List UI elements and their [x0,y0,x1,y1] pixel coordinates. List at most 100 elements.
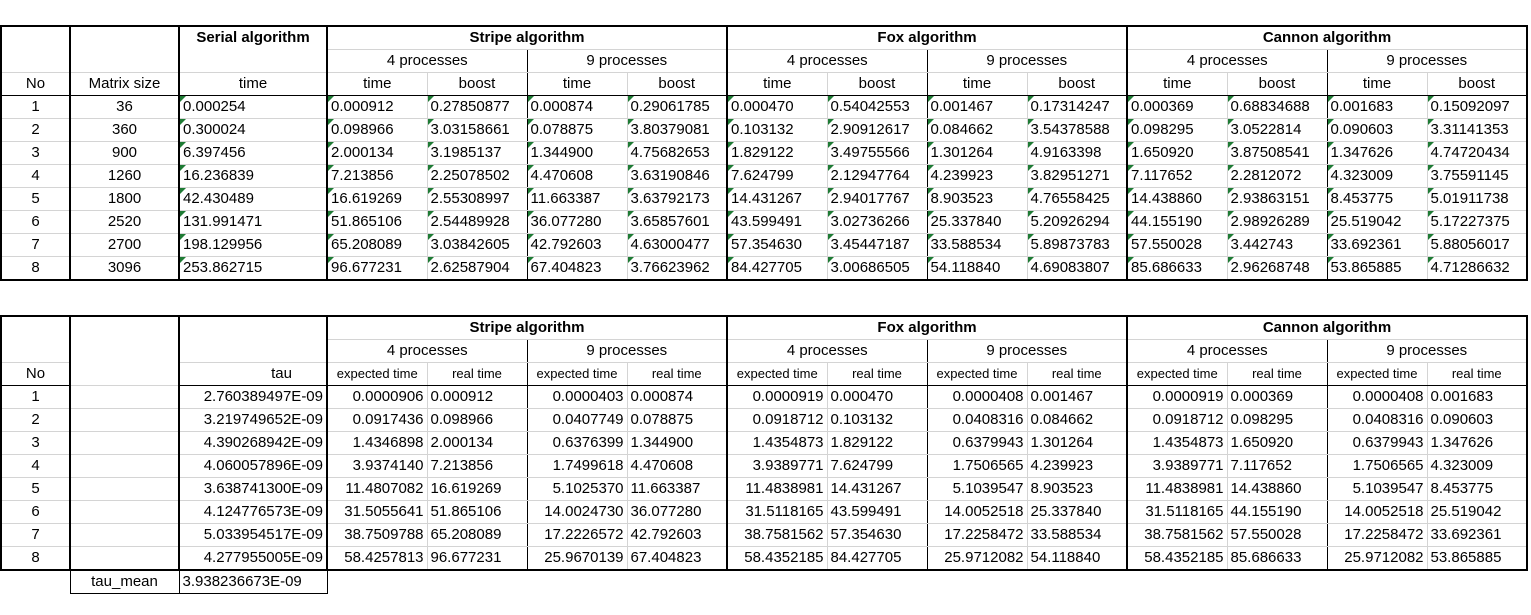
real-time-cell: 25.337840 [1027,500,1128,524]
header-cell [0,25,71,73]
value-cell: 3.1985137 [427,141,528,165]
table-row: 8 4.277955005E-09 58.4257813 96.677231 25.96… [0,546,1528,571]
real-time-cell: 4.323009 [1427,454,1528,478]
real-time-cell: 85.686633 [1227,546,1328,571]
expected-time-cell: 0.0917436 [326,408,428,432]
expected-time-cell: 14.0024730 [527,500,628,524]
expected-time-cell: 38.7581562 [727,523,828,547]
value-cell: 5.20926294 [1027,210,1128,234]
expected-time-cell: 5.1039547 [1327,477,1428,501]
value-cell: 0.098966 [326,118,428,142]
time-header: time [727,72,828,96]
no-header: No [0,72,71,96]
value-cell: 0.103132 [727,118,828,142]
header-cell [178,315,328,363]
tau-mean-label: tau_mean [69,569,180,594]
value-cell: 0.001683 [1327,95,1428,119]
value-cell: 11.663387 [527,187,628,211]
table-row: 6 2520 131.991471 51.865106 2.54489928 36.077… [0,210,1528,234]
expected-time-cell: 25.9670139 [527,546,628,571]
expected-time-cell: 11.4838981 [727,477,828,501]
tau-mean-row: tau_mean 3.938236673E-09 [1,569,1527,594]
value-cell: 0.078875 [527,118,628,142]
value-cell: 0.000874 [527,95,628,119]
tau-cell: 4.390268942E-09 [178,431,328,455]
real-time-cell: 57.354630 [827,523,928,547]
real-time-cell: 0.000369 [1227,385,1328,409]
value-cell: 3.02736266 [827,210,928,234]
stripe-9-processes-header: 9 processes [527,339,728,363]
row-number-cell: 5 [0,477,71,501]
row-number-cell: 6 [0,210,71,234]
value-cell: 0.17314247 [1027,95,1128,119]
value-cell: 57.550028 [1127,233,1228,257]
value-cell: 3.87508541 [1227,141,1328,165]
time-header: time [527,72,628,96]
value-cell: 51.865106 [326,210,428,234]
real-time-cell: 1.829122 [827,431,928,455]
empty-cell [1,570,70,594]
value-cell: 5.17227375 [1427,210,1528,234]
value-cell: 3.82951271 [1027,164,1128,188]
value-cell: 4.470608 [527,164,628,188]
expected-time-cell: 0.0000408 [1327,385,1428,409]
expected-time-cell: 14.0052518 [1327,500,1428,524]
expected-time-cell: 17.2258472 [1327,523,1428,547]
value-cell: 0.68834688 [1227,95,1328,119]
row-number-cell: 5 [0,187,71,211]
header-cell [0,315,71,363]
real-time-cell: 0.098295 [1227,408,1328,432]
value-cell: 3.442743 [1227,233,1328,257]
value-cell: 3.63190846 [627,164,728,188]
value-cell: 2.25078502 [427,164,528,188]
expected-time-cell: 0.0000919 [727,385,828,409]
value-cell: 2.54489928 [427,210,528,234]
real-time-cell: 54.118840 [1027,546,1128,571]
value-cell: 85.686633 [1127,256,1228,281]
value-cell: 54.118840 [927,256,1028,281]
real-time-cell: 25.519042 [1427,500,1528,524]
value-cell: 96.677231 [326,256,428,281]
real-time-cell: 53.865885 [1427,546,1528,571]
matrix-size-cell: 900 [69,141,180,165]
value-cell: 44.155190 [1127,210,1228,234]
value-cell: 2.2812072 [1227,164,1328,188]
expected-time-cell: 5.1025370 [527,477,628,501]
expected-time-header: expected time [927,362,1028,386]
real-time-cell: 43.599491 [827,500,928,524]
expected-time-cell: 11.4807082 [326,477,428,501]
real-time-cell: 2.000134 [427,431,528,455]
expected-time-cell: 25.9712082 [1327,546,1428,571]
fox-4-processes-header: 4 processes [727,339,928,363]
value-cell: 4.323009 [1327,164,1428,188]
tau-cell: 5.033954517E-09 [178,523,328,547]
value-cell: 0.090603 [1327,118,1428,142]
table-row: 5 1800 42.430489 16.619269 2.55308997 11.6633… [0,187,1528,211]
value-cell: 4.74720434 [1427,141,1528,165]
real-time-cell: 44.155190 [1227,500,1328,524]
fox-algorithm-header: Fox algorithm [727,25,1128,50]
empty-cell [69,431,180,455]
value-cell: 3.49755566 [827,141,928,165]
value-cell: 0.000254 [178,95,328,119]
value-cell: 2.12947764 [827,164,928,188]
row-number-cell: 1 [0,385,71,409]
real-time-cell: 0.000912 [427,385,528,409]
expected-time-cell: 58.4352185 [1127,546,1228,571]
expected-time-cell: 1.7499618 [527,454,628,478]
value-cell: 0.15092097 [1427,95,1528,119]
value-cell: 0.27850877 [427,95,528,119]
value-cell: 4.63000477 [627,233,728,257]
real-time-header: real time [1427,362,1528,386]
matrix-size-header: Matrix size [69,72,180,96]
value-cell: 0.098295 [1127,118,1228,142]
value-cell: 53.865885 [1327,256,1428,281]
table-row: 2 3.219749652E-09 0.0917436 0.098966 0.04077… [0,408,1528,432]
value-cell: 1.650920 [1127,141,1228,165]
real-time-cell: 11.663387 [627,477,728,501]
value-cell: 3.45447187 [827,233,928,257]
fox-9-processes-header: 9 processes [927,49,1128,73]
value-cell: 14.438860 [1127,187,1228,211]
value-cell: 3.80379081 [627,118,728,142]
real-time-cell: 0.090603 [1427,408,1528,432]
